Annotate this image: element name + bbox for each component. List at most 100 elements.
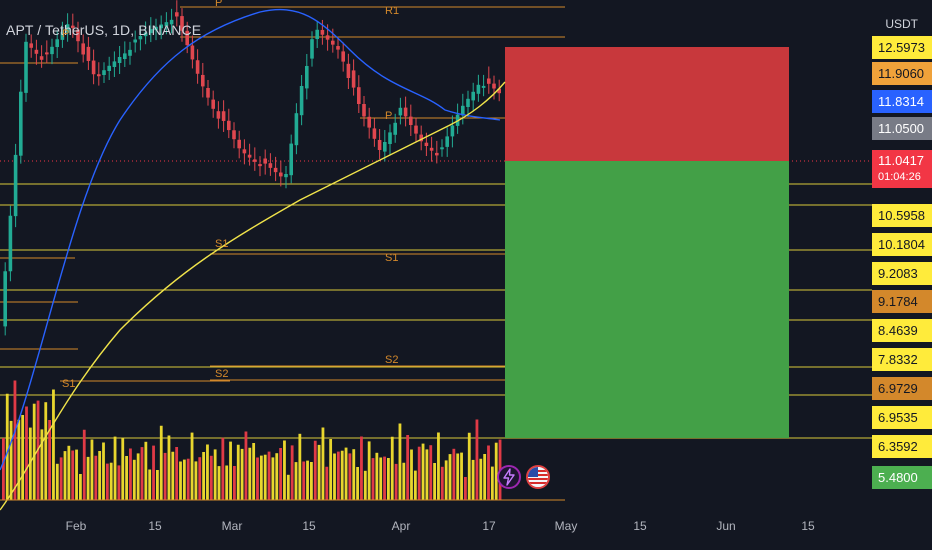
volume-bar — [252, 443, 256, 500]
price-tag: 6.9535 — [872, 406, 932, 429]
candle-body — [325, 35, 330, 40]
candle-body — [154, 26, 158, 31]
candle-body — [341, 51, 345, 62]
candle-body — [180, 16, 184, 31]
volume-bar — [163, 452, 167, 500]
candle-body — [476, 84, 481, 94]
price-value: 10.5958 — [878, 208, 925, 223]
candle-body — [273, 167, 278, 173]
candle-body — [206, 88, 210, 98]
volume-bar — [52, 389, 55, 500]
candle-body — [211, 99, 215, 109]
volume-bar — [483, 454, 487, 500]
volume-bar — [209, 455, 213, 500]
volume-bar — [352, 449, 356, 500]
candle-body — [289, 143, 293, 176]
candle-body — [331, 40, 335, 45]
price-value: 5.4800 — [878, 470, 918, 485]
volume-bar — [286, 474, 290, 500]
volume-bar — [433, 463, 436, 500]
volume-bar — [340, 450, 344, 500]
candle-body — [81, 43, 85, 55]
price-value: 9.1784 — [878, 294, 918, 309]
volume-bar — [59, 457, 63, 500]
bar-countdown: 01:04:26 — [878, 171, 921, 183]
volume-bar — [86, 456, 90, 500]
candle-body — [362, 104, 366, 117]
volume-bar — [98, 451, 102, 500]
price-value: 6.9535 — [878, 410, 918, 425]
x-axis-tick: Apr — [391, 519, 411, 533]
candle-body — [8, 215, 13, 272]
price-tag: 8.4639 — [872, 319, 932, 342]
volume-bar — [190, 432, 194, 500]
candle-body — [429, 147, 434, 151]
price-value: 9.2083 — [878, 266, 918, 281]
volume-bar — [348, 453, 352, 500]
volume-bar — [117, 465, 121, 500]
volume-bar — [194, 461, 198, 500]
candle-body — [13, 154, 18, 217]
volume-bar — [279, 448, 282, 500]
volume-bar — [152, 445, 155, 500]
candle-body — [86, 46, 91, 61]
candle-body — [393, 122, 397, 135]
price-tag: 11.0417 01:04:26 — [872, 150, 932, 188]
candle-body — [91, 60, 96, 75]
volume-bar — [186, 458, 190, 500]
flash-icon[interactable] — [497, 465, 521, 489]
volume-bar — [13, 380, 17, 500]
price-tag: 11.9060 — [872, 62, 932, 85]
pivot-label: S2 — [385, 354, 399, 366]
volume-bar — [390, 436, 394, 500]
candle-body — [435, 152, 439, 156]
volume-bar — [225, 465, 229, 500]
x-axis-tick: Feb — [65, 519, 87, 533]
candle-body — [24, 41, 28, 93]
x-axis-tick: 15 — [801, 519, 815, 533]
candle-body — [242, 149, 247, 154]
volume-bar — [221, 437, 225, 500]
volume-bar — [179, 461, 182, 500]
volume-bar — [283, 440, 286, 500]
volume-bar — [402, 462, 406, 500]
candle-body — [351, 70, 356, 88]
candle-body — [320, 29, 325, 35]
candle-body — [190, 45, 195, 60]
price-tag: 12.5973 — [872, 36, 932, 59]
volume-bar — [313, 440, 317, 500]
candle-body — [34, 49, 39, 54]
volume-bar — [48, 420, 51, 500]
volume-bar — [198, 457, 202, 500]
pivot-label: R1 — [385, 5, 400, 17]
volume-bar — [156, 470, 159, 500]
volume-bar — [171, 451, 175, 500]
candle-body — [169, 19, 174, 25]
volume-bar — [360, 436, 363, 500]
pivot-label: P — [62, 28, 70, 40]
volume-bar — [148, 469, 152, 500]
volume-bar — [490, 466, 494, 500]
price-tag: 5.4800 — [872, 466, 932, 489]
volume-bar — [444, 460, 448, 500]
x-axis-tick: Mar — [221, 519, 243, 533]
symbol-title[interactable]: APT / TetherUS, 1D, BINANCE — [6, 22, 202, 38]
candle-body — [232, 130, 236, 140]
volume-bar — [371, 458, 375, 500]
volume-bar — [298, 433, 302, 500]
volume-bar — [102, 442, 105, 500]
candle-body — [102, 70, 106, 75]
candle-body — [398, 107, 403, 116]
candle-body — [388, 132, 392, 144]
volume-bar — [437, 432, 440, 500]
volume-bar — [9, 420, 13, 500]
candle-body — [487, 78, 491, 84]
us-flag-icon[interactable] — [526, 465, 550, 489]
currency-label[interactable]: USDT — [885, 17, 918, 31]
volume-bar — [236, 444, 240, 500]
candle-body — [237, 139, 241, 149]
candle-body — [310, 39, 314, 59]
volume-bar — [75, 449, 78, 500]
